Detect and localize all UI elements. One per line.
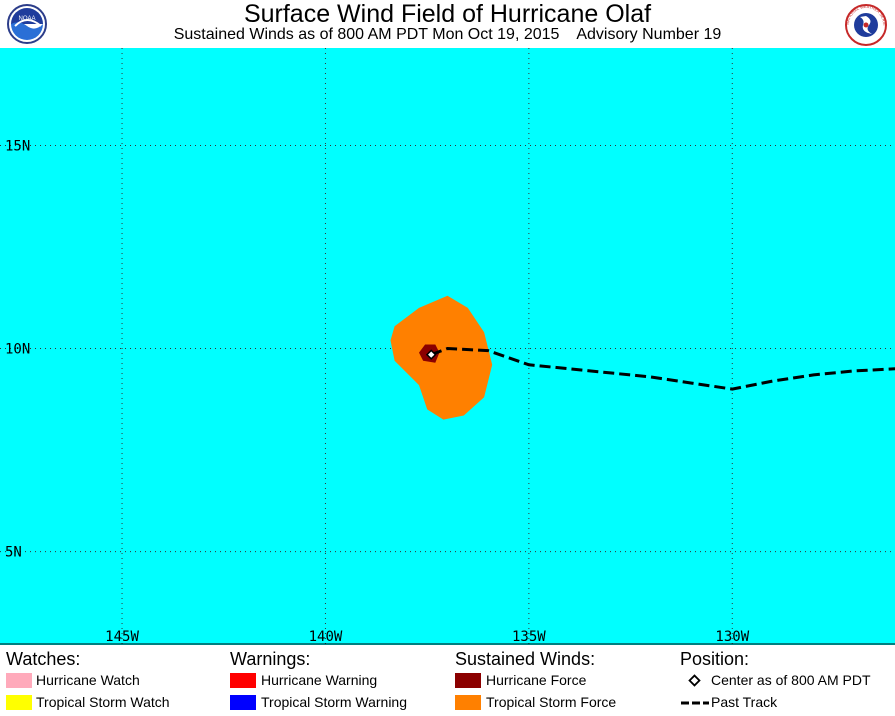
latitude-label: 10N (5, 342, 30, 358)
legend-tropical-storm-watch-label: Tropical Storm Watch (36, 694, 170, 710)
noaa-logo: NOAA (7, 4, 47, 44)
past-track-line (430, 346, 895, 391)
wind-field-map: 15N 10N 5N 145W 140W 135W 130W (0, 48, 895, 645)
legend-hurricane-watch-swatch (6, 673, 32, 688)
tropical-storm-force-area (390, 295, 493, 420)
legend-tropical-storm-warning-swatch (230, 695, 256, 710)
map-title: Surface Wind Field of Hurricane Olaf (243, 0, 652, 28)
storm-center-marker (425, 349, 437, 360)
legend-hurricane-force-swatch (455, 673, 481, 688)
legend-warnings-heading: Warnings: (230, 649, 311, 669)
legend-tropical-storm-force-swatch (455, 695, 481, 710)
legend-hurricane-watch-label: Hurricane Watch (36, 672, 140, 688)
longitude-label: 145W (105, 629, 139, 645)
legend-position-heading: Position: (680, 649, 750, 669)
legend-watches-heading: Watches: (6, 649, 81, 669)
legend-sustained-winds-heading: Sustained Winds: (455, 649, 596, 669)
map-subtitle: Sustained Winds as of 800 AM PDT Mon Oct… (173, 26, 722, 43)
legend-hurricane-warning-label: Hurricane Warning (261, 672, 378, 688)
legend-hurricane-force-label: Hurricane Force (486, 672, 587, 688)
longitude-label: 140W (309, 629, 343, 645)
legend-past-track-label: Past Track (711, 694, 778, 710)
legend-center-marker-icon (688, 674, 701, 687)
nws-logo: NATIONAL WEATHER SERVICE (843, 4, 887, 46)
legend-center-label: Center as of 800 AM PDT (711, 672, 871, 688)
legend-tropical-storm-watch-swatch (6, 695, 32, 710)
legend-tropical-storm-force-label: Tropical Storm Force (486, 694, 617, 710)
legend-past-track-icon (681, 701, 709, 705)
longitude-label: 130W (715, 629, 749, 645)
legend-hurricane-warning-swatch (230, 673, 256, 688)
legend-tropical-storm-warning-label: Tropical Storm Warning (261, 694, 408, 710)
latitude-label: 5N (5, 545, 22, 561)
longitude-label: 135W (512, 629, 546, 645)
legend: Watches: Hurricane Watch Tropical Storm … (0, 645, 895, 716)
noaa-logo-text: NOAA (18, 16, 35, 22)
latitude-label: 15N (5, 138, 30, 154)
